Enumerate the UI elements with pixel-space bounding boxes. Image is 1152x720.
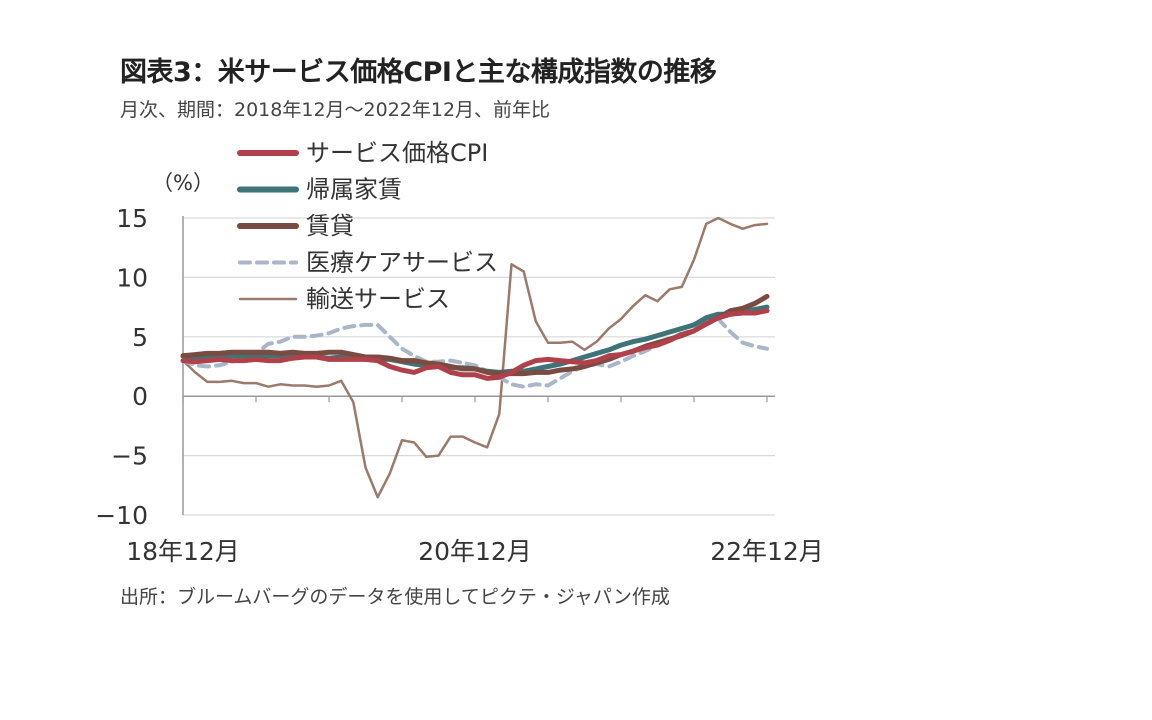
series-line-0 xyxy=(180,308,770,381)
x-tick-label: 18年12月 xyxy=(126,537,240,566)
source-note: 出所：ブルームバーグのデータを使用してピクテ・ジャパン作成 xyxy=(120,586,670,608)
axes: 15 10 5 0 −5 −10 （%） 18年12月 20年12月 22年12月 xyxy=(95,171,824,566)
x-tick-label: 22年12月 xyxy=(710,537,824,566)
chart-title: 図表3：米サービス価格CPIと主な構成指数の推移 xyxy=(120,57,717,88)
legend-label: 賃貸 xyxy=(306,212,354,240)
series-lines xyxy=(180,216,770,499)
y-tick-label: −5 xyxy=(111,442,148,471)
series-line-4 xyxy=(181,216,769,499)
legend-label: 帰属家賃 xyxy=(306,176,402,204)
legend-label: サービス価格CPI xyxy=(306,139,488,167)
legend-label: 輸送サービス xyxy=(306,285,450,313)
y-tick-label: 5 xyxy=(132,323,148,352)
y-tick-label: 15 xyxy=(116,204,148,233)
legend-label: 医療ケアサービス xyxy=(306,249,498,277)
x-tick-label: 20年12月 xyxy=(418,537,532,566)
gridlines xyxy=(183,217,775,516)
chart-subtitle: 月次、期間：2018年12月～2022年12月、前年比 xyxy=(120,99,551,121)
y-tick-label: 10 xyxy=(116,263,148,292)
y-axis-unit-label: （%） xyxy=(152,171,214,195)
y-tick-label: 0 xyxy=(132,382,148,411)
y-tick-label: −10 xyxy=(95,501,148,530)
